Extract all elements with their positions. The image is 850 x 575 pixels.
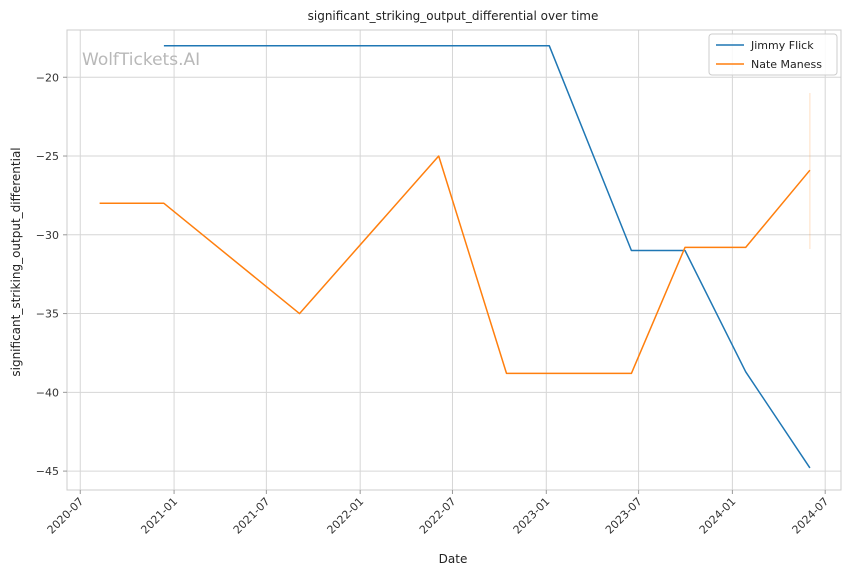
series-line-jimmy-flick xyxy=(163,45,811,469)
y-axis-ticks: −20 −25 −30 −35 −40 −45 xyxy=(36,71,67,478)
watermark-text: WolfTickets.AI xyxy=(82,50,200,70)
series-line-nate-maness xyxy=(99,155,811,375)
grid xyxy=(67,30,841,490)
y-tick-label: −45 xyxy=(36,465,59,478)
y-tick-label: −30 xyxy=(36,229,59,242)
y-tick-label: −20 xyxy=(36,71,59,84)
y-axis-label: significant_striking_output_differential xyxy=(9,147,23,376)
legend-label-jimmy-flick: Jimmy Flick xyxy=(750,39,814,52)
series-lines xyxy=(99,45,811,469)
y-tick-label: −40 xyxy=(36,386,59,399)
legend: Jimmy Flick Nate Maness xyxy=(708,33,838,76)
plot-area-frame xyxy=(66,29,842,491)
x-axis-label: Date xyxy=(439,552,468,566)
y-tick-label: −25 xyxy=(36,150,59,163)
chart-title: significant_striking_output_differential… xyxy=(308,9,599,23)
y-tick-label: −35 xyxy=(36,308,59,321)
legend-label-nate-maness: Nate Maness xyxy=(751,58,822,71)
